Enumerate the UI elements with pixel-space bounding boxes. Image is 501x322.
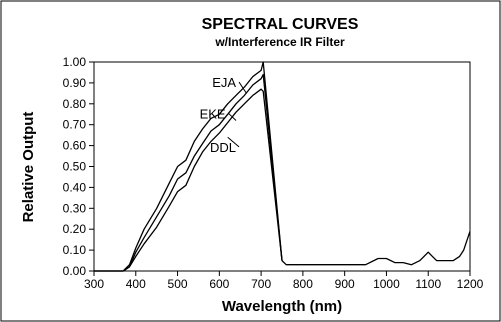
- x-tick-label: 900: [335, 277, 355, 291]
- x-axis: 300 400 500 600 700 800 900 1000 1100 1200: [84, 271, 484, 291]
- y-tick-label: 0.80: [63, 97, 87, 111]
- x-tick-label: 500: [168, 277, 188, 291]
- y-tick-label: 1.00: [63, 55, 87, 69]
- x-tick-label: 1200: [457, 277, 484, 291]
- y-tick-label: 0.00: [63, 264, 87, 278]
- series-line-ddl: [94, 88, 283, 272]
- y-tick-label: 0.10: [63, 243, 87, 257]
- x-tick-label: 300: [84, 277, 104, 291]
- x-tick-label: 400: [126, 277, 146, 291]
- series-labels: EJA EKE DDL: [200, 75, 247, 155]
- x-axis-label: Wavelength (nm): [222, 298, 342, 315]
- x-tick-label: 700: [251, 277, 271, 291]
- x-tick-label: 800: [293, 277, 313, 291]
- chart-subtitle: w/Interference IR Filter: [214, 35, 345, 49]
- series-label-eja: EJA: [212, 75, 236, 90]
- y-axis-label: Relative Output: [20, 112, 37, 223]
- series-label-leader: [238, 81, 247, 94]
- series-line-eke: [94, 73, 283, 272]
- x-tick-label: 1100: [415, 277, 441, 291]
- series-label-leader: [228, 113, 237, 121]
- series-label-ddl: DDL: [210, 140, 236, 155]
- chart-title: SPECTRAL CURVES: [202, 16, 359, 33]
- series-label-eke: EKE: [200, 106, 226, 121]
- x-tick-label: 1000: [373, 277, 400, 291]
- y-tick-label: 0.70: [63, 118, 87, 132]
- y-tick-label: 0.60: [63, 139, 87, 153]
- y-tick-label: 0.50: [63, 160, 87, 174]
- series-lines: [94, 61, 471, 272]
- y-tick-label: 0.20: [63, 222, 87, 236]
- y-axis: 0.00 0.10 0.20 0.30 0.40 0.50 0.60 0.70 0.80 0.90…: [63, 55, 94, 278]
- series-label-leader: [227, 136, 240, 148]
- y-tick-label: 0.40: [63, 180, 87, 194]
- y-tick-label: 0.90: [63, 76, 87, 90]
- x-tick-label: 600: [209, 277, 229, 291]
- series-line-ir-tail: [281, 231, 471, 266]
- y-tick-label: 0.30: [63, 201, 87, 215]
- plot-area-frame: [93, 61, 471, 272]
- series-line-eja: [94, 61, 283, 272]
